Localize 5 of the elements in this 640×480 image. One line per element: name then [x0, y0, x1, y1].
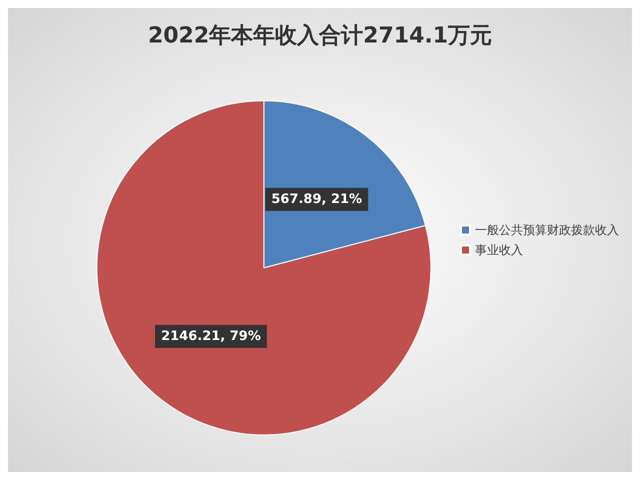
data-label: 2146.21, 79%	[161, 328, 261, 344]
legend-label: 事业收入	[475, 243, 523, 257]
data-label: 567.89, 21%	[271, 192, 362, 207]
chart-title: 2022年本年收入合计2714.1万元	[148, 24, 492, 48]
legend-label: 一般公共预算财政拨款收入	[475, 223, 619, 237]
